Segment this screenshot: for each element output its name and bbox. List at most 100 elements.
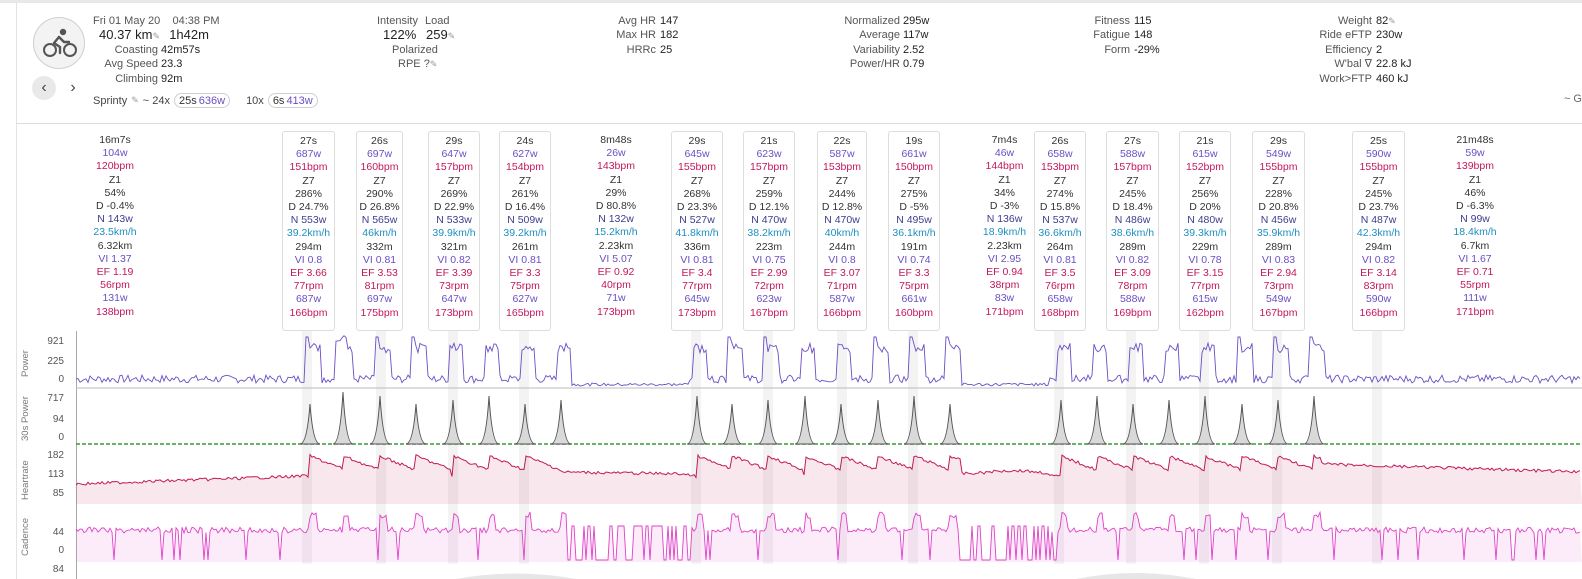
climbing-value: 92m — [161, 73, 183, 85]
weight-value[interactable]: 82 — [1376, 15, 1389, 27]
cadence-chart[interactable]: Cadence 44 0 — [0, 504, 1582, 564]
interval-band — [1126, 331, 1136, 564]
next-activity-button[interactable]: › — [61, 76, 85, 100]
interval-14[interactable]: 21s 615w 152bpm Z7 256% D 20% N 480w 39.3km/h 22… — [1179, 131, 1231, 331]
interval-d: D -6.3% — [1456, 200, 1494, 213]
distance-value[interactable]: 40.37 km — [99, 27, 153, 42]
interval-ahr: 166bpm — [289, 306, 328, 319]
power-tick-mid: 225 — [47, 356, 64, 367]
interval-spd: 42.3km/h — [1356, 227, 1401, 240]
interval-ahr: 165bpm — [506, 306, 544, 319]
interval-10[interactable]: 19s 661w 150bpm Z7 275% D -5% N 495w 36.1km/h 19… — [888, 131, 940, 331]
power30-peak — [550, 399, 572, 445]
interval-ef: EF 2.99 — [750, 267, 788, 280]
interval-16[interactable]: 25s 590w 155bpm Z7 245% D 23.7% N 487w 42.3km/h… — [1352, 131, 1405, 331]
interval-4[interactable]: 29s 647w 157bpm Z7 269% D 22.9% N 533w 39.9km/h… — [428, 131, 480, 331]
interval-5[interactable]: 24s 627w 154bpm Z7 261% D 16.4% N 509w 39.2km/h… — [499, 131, 551, 331]
interval-vi: VI 0.74 — [897, 253, 931, 266]
interval-12[interactable]: 26s 658w 153bpm Z7 274% D 15.8% N 537w 36.6km/h… — [1034, 131, 1086, 331]
interval-d: D 18.4% — [1112, 201, 1153, 214]
interval-vi: VI 0.81 — [508, 253, 542, 266]
edit-pencil-icon[interactable]: ✎ — [152, 31, 161, 41]
interval-ef: EF 3.3 — [509, 267, 541, 280]
sprint-a-pill[interactable]: 25s 636w — [174, 93, 231, 108]
interval-17[interactable]: 21m48s 59w 139bpm Z1 46% D -6.3% N 99w 18.4km/h… — [1420, 131, 1530, 331]
heartrate-plot[interactable] — [76, 446, 1582, 504]
interval-15[interactable]: 29s 549w 155bpm Z7 228% D 20.8% N 456w 35.9km/h… — [1252, 131, 1305, 331]
interval-rpm: 73rpm — [439, 280, 469, 293]
interval-apw: 83w — [994, 292, 1015, 305]
interval-n: N 487w — [1360, 214, 1397, 227]
interval-zone: Z7 — [1053, 174, 1067, 187]
power30-plot[interactable] — [76, 389, 1582, 446]
interval-8[interactable]: 21s 623w 157bpm Z7 259% D 12.1% N 470w 38.2km/h… — [743, 131, 795, 331]
interval-pct: 275% — [900, 187, 928, 200]
interval-2[interactable]: 27s 687w 151bpm Z7 286% D 24.7% N 553w 39.2km/h… — [282, 131, 335, 331]
hrrc-label: HRRc — [626, 44, 656, 56]
interval-ef: EF 3.53 — [361, 267, 398, 280]
previous-activity-button[interactable]: ‹ — [32, 76, 56, 100]
interval-rpm: 72rpm — [754, 280, 784, 293]
interval-7[interactable]: 29s 645w 155bpm Z7 268% D 23.3% N 527w 41.8km/h… — [671, 131, 723, 331]
interval-3[interactable]: 26s 697w 160bpm Z7 290% D 26.8% N 565w 46km/h 33… — [356, 131, 403, 331]
interval-pct: 259% — [755, 187, 783, 200]
power30-chart[interactable]: 30s Power 717 94 0 — [0, 389, 1582, 446]
avg-hr-label: Avg HR — [618, 15, 656, 27]
hr-tick-max: 182 — [47, 450, 64, 461]
sprint-a-prefix: ~ 24x — [142, 94, 171, 107]
activity-time: 04:38 PM — [172, 15, 220, 27]
interval-pw: 26w — [606, 147, 626, 160]
edit-weight-pencil-icon[interactable]: ✎ — [1388, 16, 1396, 26]
fitness-label: Fitness — [1094, 15, 1130, 27]
workout-type-label[interactable]: Sprinty — [93, 94, 128, 107]
interval-dist: 2.23km — [598, 239, 634, 252]
interval-9[interactable]: 22s 587w 153bpm Z7 244% D 12.8% N 470w 40km/h 24… — [817, 131, 867, 331]
interval-band — [302, 331, 312, 564]
edit-rpe-pencil-icon[interactable]: ✎ — [429, 59, 438, 69]
interval-d: D -0.4% — [96, 200, 134, 213]
interval-dur: 21s — [760, 135, 778, 147]
interval-ahr: 171bpm — [1456, 305, 1494, 318]
interval-apw: 588w — [1119, 293, 1146, 306]
load-value[interactable]: 259 — [426, 27, 448, 42]
interval-11[interactable]: 7m4s 46w 144bpm Z1 34% D -3% N 136w 18.9km/h 2.2… — [963, 131, 1046, 331]
power30-peak — [757, 399, 779, 445]
interval-band — [519, 331, 529, 564]
interval-band — [1054, 331, 1064, 564]
interval-hr: 160bpm — [360, 161, 399, 174]
interval-n: N 143w — [97, 213, 133, 226]
activity-date-time: Fri 01 May 20 04:38 PM — [93, 14, 220, 29]
power30-peak — [332, 391, 354, 445]
interval-band — [837, 331, 847, 564]
interval-1[interactable]: 16m7s 104w 120bpm Z1 54% D -0.4% N 143w 23.5km/… — [72, 131, 158, 331]
sprint-b-pill[interactable]: 6s 413w — [267, 93, 318, 108]
interval-spd: 35.9km/h — [1256, 227, 1301, 240]
power-plot[interactable] — [76, 331, 1582, 389]
power-chart[interactable]: Power 921 225 0 — [0, 331, 1582, 389]
interval-pw: 587w — [829, 148, 855, 161]
heartrate-chart[interactable]: Heartrate 182 113 85 — [0, 446, 1582, 504]
elevation-plot[interactable] — [76, 564, 1582, 579]
rpe-field[interactable]: RPE ?✎ — [398, 57, 437, 72]
interval-d: D 23.3% — [676, 201, 718, 214]
interval-ahr: 167bpm — [750, 306, 788, 319]
interval-apw: 111w — [1463, 292, 1487, 305]
interval-dist: 336m — [683, 240, 711, 253]
interval-pw: 623w — [756, 148, 782, 161]
interval-pw: 645w — [684, 148, 710, 161]
interval-vi: VI 0.81 — [362, 253, 397, 266]
edit-load-pencil-icon[interactable]: ✎ — [447, 31, 456, 41]
interval-13[interactable]: 27s 588w 157bpm Z7 245% D 18.4% N 486w 38.6km/h… — [1106, 131, 1159, 331]
interval-pct: 261% — [511, 187, 539, 200]
interval-rpm: 76rpm — [1045, 280, 1075, 293]
edit-type-pencil-icon[interactable]: ✎ — [131, 95, 139, 105]
interval-apw: 687w — [295, 293, 322, 306]
interval-spd: 40km/h — [824, 227, 860, 240]
interval-rpm: 83rpm — [1363, 280, 1394, 293]
interval-n: N 99w — [1460, 213, 1490, 226]
interval-6[interactable]: 8m48s 26w 143bpm Z1 29% D 80.8% N 132w 15.2km/h… — [556, 131, 676, 331]
cadence-plot[interactable] — [76, 504, 1582, 564]
interval-dist: 261m — [511, 240, 539, 253]
interval-vi: VI 0.82 — [1361, 253, 1396, 266]
interval-dist: 289m — [1119, 240, 1146, 253]
